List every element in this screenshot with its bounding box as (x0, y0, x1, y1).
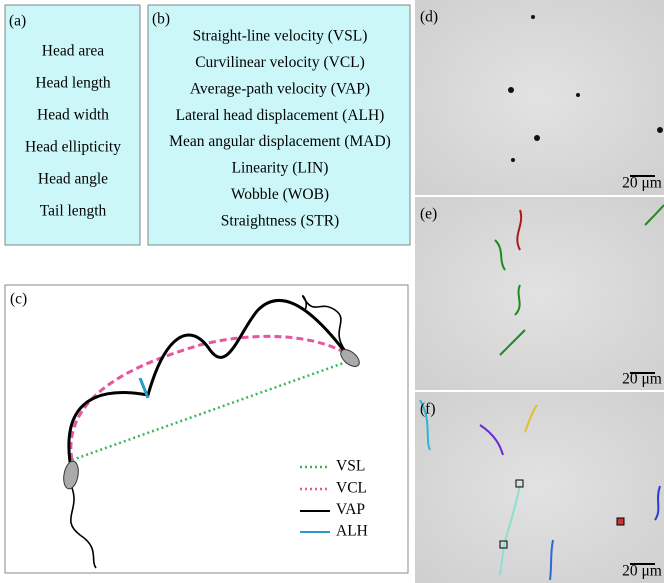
legend-label: VSL (336, 458, 365, 475)
panel-label: (d) (420, 9, 438, 26)
microscopy-f (415, 392, 664, 583)
feature-item: Head width (37, 107, 109, 124)
feature-item: Mean angular displacement (MAD) (169, 133, 391, 150)
microscopy-e (415, 197, 664, 390)
legend-label: VCL (336, 479, 367, 496)
legend-label: ALH (336, 523, 368, 540)
feature-item: Head ellipticity (25, 139, 121, 156)
feature-item: Head length (35, 75, 111, 92)
feature-item: Average-path velocity (VAP) (190, 80, 370, 97)
feature-item: Tail length (40, 203, 107, 220)
panel-label: (f) (420, 401, 436, 418)
panel-label: (a) (9, 13, 26, 30)
feature-item: Linearity (LIN) (232, 160, 329, 177)
feature-item: Head area (42, 43, 104, 60)
feature-item: Straight-line velocity (VSL) (193, 28, 368, 45)
scale-bar-label: 20 μm (622, 563, 662, 580)
feature-item: Head angle (38, 171, 108, 188)
panel-label: (b) (152, 11, 170, 28)
feature-item: Lateral head displacement (ALH) (176, 107, 385, 124)
panel-label: (c) (10, 291, 27, 308)
scale-bar-label: 20 μm (622, 175, 662, 192)
scale-bar-label: 20 μm (622, 371, 662, 388)
panel-label: (e) (420, 206, 437, 223)
feature-item: Curvilinear velocity (VCL) (195, 54, 365, 71)
figure: (a) (b) (c) (0, 0, 664, 583)
legend-label: VAP (336, 501, 365, 518)
feature-item: Straightness (STR) (221, 212, 339, 229)
microscopy-d (415, 0, 664, 195)
feature-item: Wobble (WOB) (231, 186, 329, 203)
